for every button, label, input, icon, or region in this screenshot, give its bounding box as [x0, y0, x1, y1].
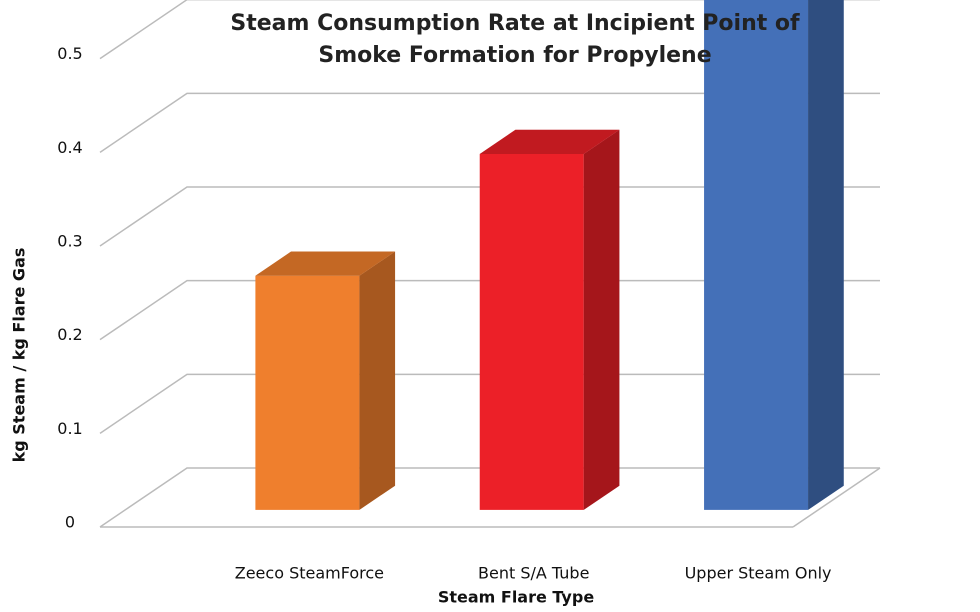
x-tick-label: Bent S/A Tube	[478, 564, 589, 583]
x-tick-label: Zeeco SteamForce	[235, 564, 384, 583]
bar-front	[479, 153, 584, 510]
bar-side	[583, 129, 620, 510]
grid-line	[99, 467, 880, 528]
grid-line	[99, 373, 880, 434]
grid-line	[99, 0, 880, 60]
grid-line	[99, 92, 880, 153]
bar-side-shade	[583, 129, 620, 510]
y-tick-label: 0.1	[57, 419, 82, 438]
y-tick-label: 0.5	[57, 44, 82, 63]
y-tick-label: 0.2	[57, 325, 82, 344]
x-axis-title: Steam Flare Type	[438, 588, 594, 607]
chart-title: Steam Consumption Rate at Incipient Poin…	[230, 11, 800, 68]
floor-edge	[792, 467, 881, 528]
y-tick-label: 0	[65, 513, 75, 532]
x-tick-label: Upper Steam Only	[685, 564, 832, 583]
bar-top	[479, 129, 620, 154]
bar-top-shade	[255, 251, 396, 276]
bar-side-shade	[359, 251, 396, 510]
bar-side	[359, 251, 396, 510]
bar-top-shade	[479, 129, 620, 154]
bar-front	[704, 0, 809, 510]
y-axis-title: kg Steam / kg Flare Gas	[10, 248, 29, 463]
grid-line	[99, 186, 880, 247]
grid-line	[99, 279, 880, 341]
y-tick-label: 0.4	[57, 138, 82, 157]
bar-side-shade	[808, 0, 844, 510]
bar-top	[255, 251, 396, 276]
bar-side	[808, 0, 844, 510]
bar-front	[255, 275, 360, 510]
y-tick-label: 0.3	[57, 232, 82, 251]
